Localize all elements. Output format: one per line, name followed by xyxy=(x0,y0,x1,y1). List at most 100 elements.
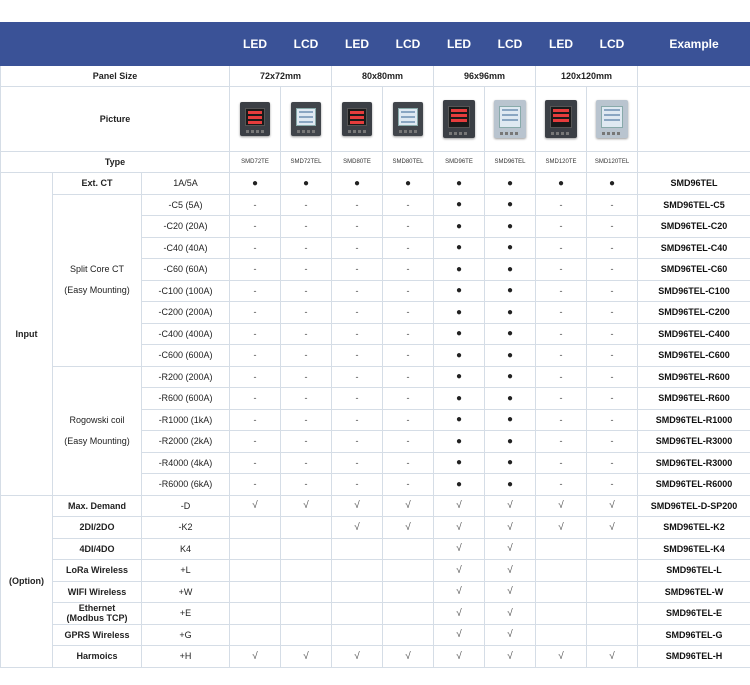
meter-lcd-picture xyxy=(393,102,424,136)
option-code: -C5 (5A) xyxy=(140,193,231,216)
availability-mark: - xyxy=(229,279,282,302)
availability-mark: ● xyxy=(484,279,537,302)
availability-mark xyxy=(535,580,588,603)
availability-mark: √ xyxy=(229,645,282,668)
availability-mark: - xyxy=(229,344,282,367)
group-label: Split Core CT (Easy Mounting) xyxy=(52,193,142,367)
example-model: SMD96TEL-E xyxy=(637,602,750,625)
option-row: GPRS Wireless +G √ √ SMD96TEL-G xyxy=(1,623,750,646)
availability-mark: - xyxy=(331,451,384,474)
header-display-led: LED xyxy=(535,22,588,66)
availability-mark: ● xyxy=(280,172,333,195)
option-group-label: (Option) xyxy=(0,494,53,668)
availability-mark xyxy=(586,559,639,582)
availability-mark: - xyxy=(280,473,333,496)
availability-mark: - xyxy=(331,430,384,453)
availability-mark: - xyxy=(382,301,435,324)
availability-mark: - xyxy=(280,193,333,216)
availability-mark xyxy=(382,537,435,560)
availability-mark: - xyxy=(535,193,588,216)
availability-mark xyxy=(280,559,333,582)
example-model: SMD96TEL-C40 xyxy=(637,236,750,259)
spec-table: LED LCD LED LCD LED LCD LED LCD Example Panel Siz… xyxy=(0,22,750,668)
availability-mark: - xyxy=(280,215,333,238)
picture-row: Picture xyxy=(0,86,750,152)
availability-mark: - xyxy=(382,451,435,474)
option-row: 2DI/2DO -K2 √ √ √ √ √ √ SMD96TEL-K2 xyxy=(1,516,750,539)
ext-ct-code: 1A/5A xyxy=(140,172,231,195)
option-code: -D xyxy=(140,494,231,517)
availability-mark: √ xyxy=(484,559,537,582)
availability-mark: - xyxy=(586,279,639,302)
example-model: SMD96TEL-R6000 xyxy=(637,473,750,496)
availability-mark: - xyxy=(535,279,588,302)
group-label-line: (Easy Mounting) xyxy=(64,435,130,446)
input-group-label: Input xyxy=(0,172,53,496)
example-model: SMD96TEL-C20 xyxy=(637,215,750,238)
availability-mark: √ xyxy=(433,537,486,560)
meter-lcd-picture xyxy=(494,100,527,138)
availability-mark: ● xyxy=(484,344,537,367)
option-code: -R6000 (6kA) xyxy=(140,473,231,496)
header-display-led: LED xyxy=(229,22,282,66)
group-label-line: (Easy Mounting) xyxy=(64,285,130,295)
availability-mark: - xyxy=(280,279,333,302)
availability-mark: √ xyxy=(586,494,639,517)
availability-mark: - xyxy=(535,344,588,367)
availability-mark: ● xyxy=(433,215,486,238)
option-code: -R600 (600A) xyxy=(140,387,231,410)
availability-mark xyxy=(331,623,384,646)
model-name: SMD80TEL xyxy=(382,151,435,173)
option-code: +H xyxy=(140,645,231,668)
model-name: SMD120TEL xyxy=(586,151,639,173)
availability-mark: √ xyxy=(433,602,486,625)
option-row: Harmoics +H √ √ √ √ √ √ √ √ SMD96TEL-H xyxy=(1,645,750,668)
availability-mark xyxy=(229,559,282,582)
availability-mark: √ xyxy=(484,623,537,646)
option-feature-label: LoRa Wireless xyxy=(52,559,142,582)
blank-cell xyxy=(637,151,750,173)
rogowski-row: -R6000 (6kA) - - - - ● ● - - SMD96TEL-R6000 xyxy=(1,473,750,496)
availability-mark: - xyxy=(382,430,435,453)
availability-mark: ● xyxy=(484,430,537,453)
model-name: SMD80TE xyxy=(331,151,384,173)
availability-mark: √ xyxy=(484,602,537,625)
availability-mark: - xyxy=(229,430,282,453)
example-model: SMD96TEL-R3000 xyxy=(637,451,750,474)
availability-mark: - xyxy=(229,215,282,238)
option-row: 4DI/4DO K4 √ √ SMD96TEL-K4 xyxy=(1,537,750,560)
example-model: SMD96TEL-R3000 xyxy=(637,430,750,453)
split-core-row: -C600 (600A) - - - - ● ● - - SMD96TEL-C600 xyxy=(1,344,750,367)
availability-mark: ● xyxy=(382,172,435,195)
option-code: +L xyxy=(140,559,231,582)
availability-mark: ● xyxy=(484,387,537,410)
availability-mark: - xyxy=(229,322,282,345)
meter-keys xyxy=(602,132,623,135)
option-code: -C100 (100A) xyxy=(140,279,231,302)
availability-mark: ● xyxy=(433,279,486,302)
meter-screen xyxy=(398,108,419,126)
meter-screen xyxy=(347,108,368,126)
option-code: -R1000 (1kA) xyxy=(140,408,231,431)
availability-mark: ● xyxy=(433,387,486,410)
availability-mark xyxy=(586,623,639,646)
header-display-lcd: LCD xyxy=(280,22,333,66)
meter-picture-cell xyxy=(535,86,588,152)
option-code: +G xyxy=(140,623,231,646)
group-label: Rogowski coil (Easy Mounting) xyxy=(52,365,142,496)
availability-mark: ● xyxy=(484,258,537,281)
availability-mark xyxy=(331,559,384,582)
availability-mark xyxy=(535,537,588,560)
availability-mark: - xyxy=(280,451,333,474)
option-code: -C400 (400A) xyxy=(140,322,231,345)
availability-mark: - xyxy=(535,387,588,410)
header-display-lcd: LCD xyxy=(586,22,639,66)
example-model: SMD96TEL-R600 xyxy=(637,365,750,388)
picture-label: Picture xyxy=(0,86,231,152)
availability-mark: - xyxy=(331,193,384,216)
option-feature-label: 2DI/2DO xyxy=(52,516,142,539)
availability-mark: - xyxy=(331,365,384,388)
availability-mark: ● xyxy=(484,301,537,324)
availability-mark xyxy=(535,602,588,625)
rogowski-row: Rogowski coil (Easy Mounting) -R200 (200A)… xyxy=(1,365,750,496)
